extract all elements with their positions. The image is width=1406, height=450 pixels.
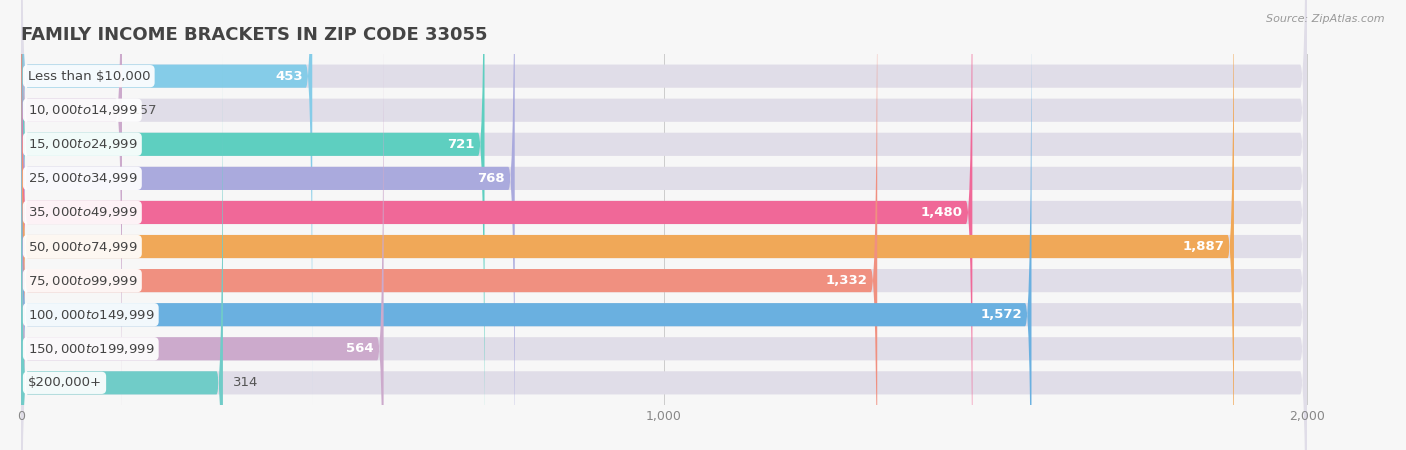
Text: $10,000 to $14,999: $10,000 to $14,999 (28, 103, 138, 117)
Text: 721: 721 (447, 138, 475, 151)
Text: Source: ZipAtlas.com: Source: ZipAtlas.com (1267, 14, 1385, 23)
Text: 314: 314 (232, 376, 257, 389)
Text: $50,000 to $74,999: $50,000 to $74,999 (28, 239, 138, 253)
Text: FAMILY INCOME BRACKETS IN ZIP CODE 33055: FAMILY INCOME BRACKETS IN ZIP CODE 33055 (21, 26, 488, 44)
Text: $15,000 to $24,999: $15,000 to $24,999 (28, 137, 138, 151)
FancyBboxPatch shape (21, 0, 1306, 405)
Text: $200,000+: $200,000+ (28, 376, 101, 389)
Text: 1,887: 1,887 (1182, 240, 1225, 253)
FancyBboxPatch shape (21, 0, 1306, 450)
FancyBboxPatch shape (21, 0, 1306, 450)
FancyBboxPatch shape (21, 0, 1032, 450)
FancyBboxPatch shape (21, 0, 515, 450)
FancyBboxPatch shape (21, 0, 1306, 450)
FancyBboxPatch shape (21, 0, 1306, 439)
Text: $25,000 to $34,999: $25,000 to $34,999 (28, 171, 138, 185)
FancyBboxPatch shape (21, 0, 877, 450)
Text: 564: 564 (346, 342, 374, 355)
Text: 768: 768 (478, 172, 505, 185)
FancyBboxPatch shape (21, 54, 1306, 450)
FancyBboxPatch shape (21, 20, 1306, 450)
Text: Less than $10,000: Less than $10,000 (28, 70, 150, 83)
FancyBboxPatch shape (21, 0, 1306, 450)
FancyBboxPatch shape (21, 0, 312, 405)
FancyBboxPatch shape (21, 0, 1306, 450)
FancyBboxPatch shape (21, 0, 1306, 450)
Text: $75,000 to $99,999: $75,000 to $99,999 (28, 274, 138, 288)
FancyBboxPatch shape (21, 0, 485, 450)
FancyBboxPatch shape (21, 54, 224, 450)
Text: $150,000 to $199,999: $150,000 to $199,999 (28, 342, 155, 356)
FancyBboxPatch shape (21, 0, 973, 450)
Text: 1,480: 1,480 (921, 206, 963, 219)
FancyBboxPatch shape (21, 0, 1234, 450)
FancyBboxPatch shape (21, 20, 384, 450)
Text: 157: 157 (132, 104, 157, 117)
Text: 453: 453 (276, 70, 302, 83)
Text: 1,332: 1,332 (825, 274, 868, 287)
Text: $35,000 to $49,999: $35,000 to $49,999 (28, 206, 138, 220)
FancyBboxPatch shape (21, 0, 122, 439)
Text: 1,572: 1,572 (980, 308, 1022, 321)
Text: $100,000 to $149,999: $100,000 to $149,999 (28, 308, 155, 322)
